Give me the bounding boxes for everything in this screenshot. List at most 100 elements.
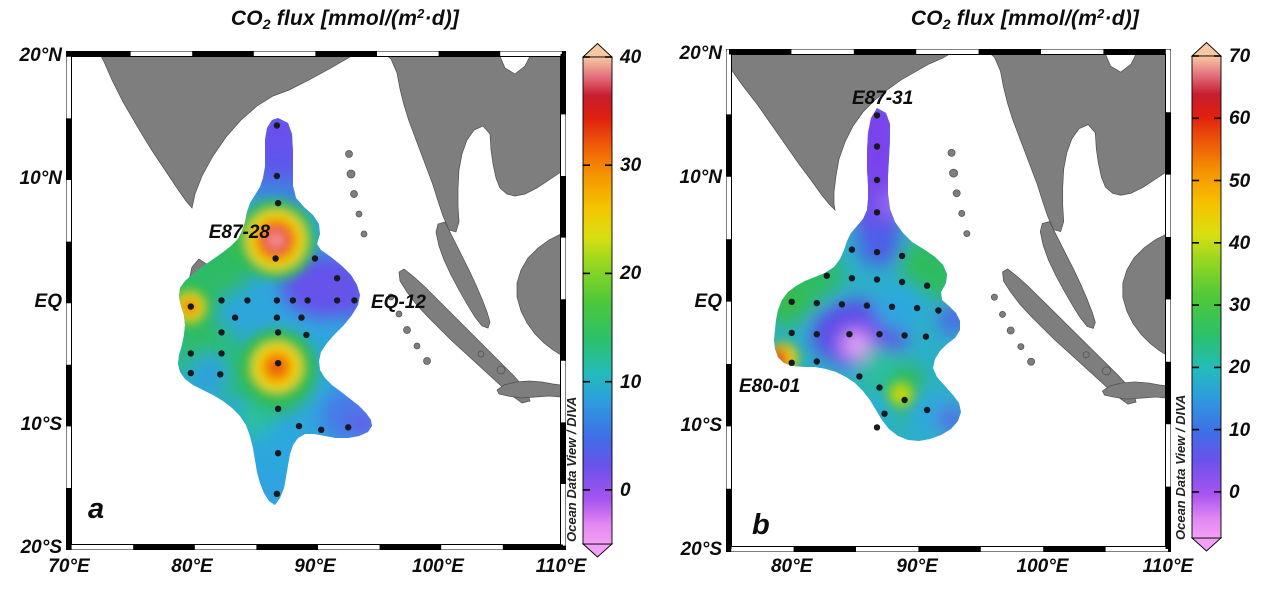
station-dot [813, 299, 820, 307]
station-dot [935, 307, 942, 314]
station-dot [289, 297, 297, 304]
colorbar-tick-label: 10 [1229, 420, 1251, 441]
lon-tick-label: 70°E [48, 556, 91, 577]
station-dot [304, 297, 311, 304]
station-dot [187, 369, 194, 377]
station-dot [898, 278, 906, 286]
map-frame-b [726, 49, 1171, 552]
station-dot [273, 122, 281, 129]
title-superscript: 2 [417, 6, 425, 21]
lon-axis-a: 70°E 80°E 90°E 100°E 110°E [48, 556, 587, 577]
colorbar-tick-label: 40 [619, 47, 642, 68]
lon-tick-label: 80°E [771, 556, 814, 577]
station-dot [881, 410, 888, 417]
colorbar-tick-label: 0 [1229, 482, 1240, 503]
map-frame-a [66, 51, 566, 550]
title-subscript: 2 [942, 16, 951, 32]
station-dot [888, 303, 896, 310]
colorbar-a: 40 30 20 10 0 Ocean Data View / DIVA [564, 42, 642, 558]
title-text: CO [230, 7, 263, 30]
station-dot [218, 350, 225, 357]
lat-tick-label: EQ [35, 291, 63, 312]
station-dot [788, 359, 795, 366]
station-dot [333, 297, 341, 304]
station-dot [873, 176, 881, 184]
station-dot [274, 199, 282, 207]
lat-tick-label: 20°N [679, 43, 724, 64]
lon-tick-label: 110°E [1143, 556, 1195, 577]
station-dot [273, 297, 281, 304]
station-dot [813, 331, 820, 338]
colorbar-top-arrow [581, 42, 614, 58]
panel-letter-b: b [752, 509, 770, 541]
colorbar-tick-label: 20 [1228, 357, 1251, 378]
station-dot [295, 422, 303, 430]
station-dot [788, 298, 795, 305]
station-dot [901, 332, 908, 339]
station-dot [846, 331, 853, 338]
station-dot [273, 490, 281, 497]
station-dot [274, 329, 282, 336]
station-dot [244, 297, 251, 304]
title-superscript: 2 [1097, 6, 1105, 21]
title-subscript: 2 [262, 16, 271, 32]
station-dot [231, 314, 239, 321]
station-dot [273, 172, 281, 180]
land-india [99, 54, 356, 209]
title-text: ·d)] [424, 7, 460, 30]
station-dot [218, 297, 225, 304]
station-dot [873, 276, 881, 283]
station-dot [873, 248, 881, 256]
colorbar-ticks [1192, 55, 1221, 493]
station-dot [303, 331, 310, 339]
station-dot [873, 143, 881, 150]
colorbar-tick-label: 70 [1229, 46, 1251, 67]
colorbar-tick-label: 10 [620, 372, 642, 393]
station-label-eq-12: EQ-12 [371, 292, 426, 313]
station-label-e87-28: E87-28 [209, 222, 271, 243]
title-text: CO [910, 7, 943, 30]
station-dot [345, 424, 352, 431]
map-panel-b: E87-31 E80-01 b 20°N 10°N EQ 10°S 20°S 8… [679, 41, 1251, 577]
lon-tick-label: 100°E [1017, 556, 1070, 577]
station-dot [273, 314, 281, 321]
colorbar-tick-label: 30 [1229, 295, 1251, 316]
station-dot [272, 255, 279, 262]
colorbar-tick-label: 0 [620, 480, 631, 501]
station-dot [873, 112, 881, 119]
panel-b-title: CO2 flux [mmol/(m2·d)] [775, 6, 1268, 32]
lon-tick-label: 90°E [896, 556, 939, 577]
lon-tick-label: 90°E [294, 556, 337, 577]
colorbar-bottom-arrow [1190, 537, 1223, 552]
title-text: flux [mmol/(m [950, 7, 1098, 30]
station-dot [823, 272, 830, 279]
panel-a-title: CO2 flux [mmol/(m2·d)] [95, 6, 595, 32]
station-dot [901, 396, 908, 404]
station-dot [856, 373, 863, 380]
station-dot [873, 424, 881, 431]
lat-tick-label: 10°S [21, 414, 63, 435]
station-dot [274, 405, 282, 412]
colorbar-top-arrow [1190, 41, 1223, 57]
colorbar-gradient [1191, 55, 1222, 539]
lat-tick-label: EQ [695, 291, 723, 312]
lon-tick-label: 110°E [536, 556, 588, 577]
lat-tick-label: 10°N [20, 168, 64, 189]
lat-tick-label: 10°N [680, 167, 724, 188]
lat-tick-label: 20°N [19, 45, 64, 66]
land-india [729, 52, 954, 212]
station-label-e80-01: E80-01 [739, 376, 800, 397]
station-dot [318, 426, 325, 433]
station-dot [898, 252, 906, 260]
station-dot [813, 358, 820, 365]
station-dot [848, 275, 856, 282]
station-dot [274, 450, 282, 457]
lat-tick-label: 10°S [681, 415, 723, 436]
station-dot [876, 384, 883, 391]
lon-axis-b: 80°E 90°E 100°E 110°E [771, 556, 1195, 577]
station-dot [923, 282, 931, 289]
lon-tick-label: 100°E [412, 556, 465, 577]
colorbar-gradient [582, 56, 613, 545]
station-dot [218, 329, 225, 336]
station-dot [788, 329, 795, 337]
